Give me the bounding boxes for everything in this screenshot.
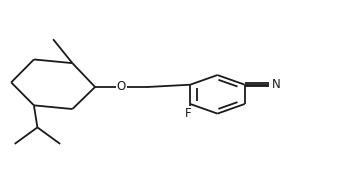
Text: O: O [117,80,126,93]
Text: F: F [185,107,192,120]
Text: N: N [272,78,280,91]
